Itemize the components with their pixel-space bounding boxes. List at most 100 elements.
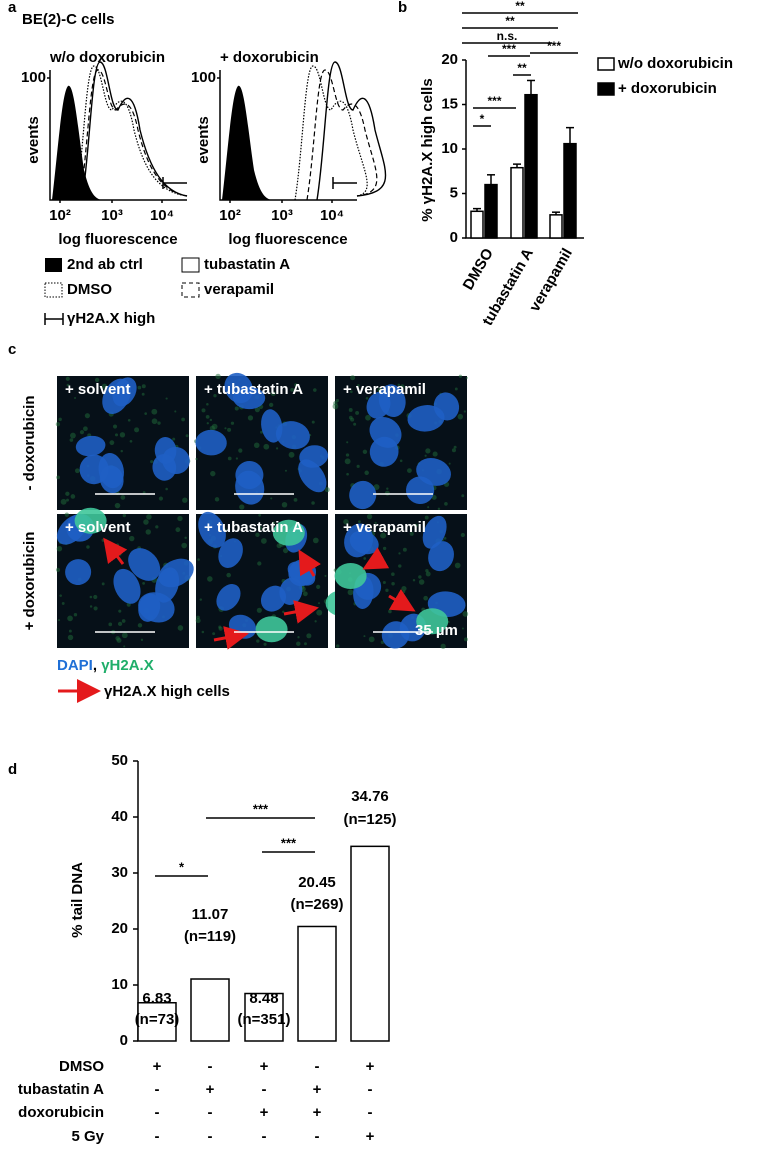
y-tick-label: 100: [191, 69, 216, 86]
green-speckle: [400, 384, 405, 389]
green-speckle: [141, 392, 145, 396]
green-speckle: [363, 635, 366, 638]
green-speckle: [137, 385, 142, 390]
green-speckle: [254, 407, 260, 413]
panel-label: + verapamil: [343, 381, 426, 398]
x-tick-label: 10⁴: [320, 207, 344, 224]
green-speckle: [56, 475, 61, 480]
y-tick-label: 15: [441, 95, 458, 112]
green-speckle: [398, 564, 402, 568]
green-speckle: [239, 504, 245, 510]
green-speckle: [141, 384, 146, 389]
green-speckle: [345, 453, 350, 457]
green-speckle: [56, 546, 63, 552]
green-speckle: [346, 472, 349, 476]
green-speckle: [275, 447, 279, 450]
x-tick-label: 10³: [101, 207, 123, 224]
bar: [524, 93, 538, 239]
green-speckle: [247, 415, 254, 421]
green-speckle: [263, 443, 270, 450]
green-speckle: [318, 602, 321, 605]
green-speckle: [324, 487, 330, 493]
panel-label: + verapamil: [343, 519, 426, 536]
green-speckle: [414, 523, 418, 528]
condition-mark: +: [366, 1128, 375, 1145]
nucleus: [198, 511, 226, 548]
green-speckle: [101, 383, 108, 390]
nucleus: [216, 584, 241, 611]
green-speckle: [425, 448, 431, 454]
bright-nucleus: [416, 608, 449, 635]
green-speckle: [382, 580, 386, 584]
panel-letter: a: [8, 0, 17, 16]
x-tick-label: DMSO: [460, 245, 497, 293]
green-speckle: [347, 589, 354, 596]
green-speckle: [115, 636, 120, 641]
legend-swatch: [44, 282, 63, 298]
green-speckle: [388, 529, 392, 533]
nucleus: [405, 476, 435, 505]
condition-mark: -: [155, 1104, 160, 1121]
green-speckle: [134, 427, 140, 433]
green-speckle: [117, 621, 123, 627]
nucleus: [154, 437, 177, 465]
significance-label: **: [505, 14, 515, 28]
panel-letter: c: [8, 341, 16, 358]
axes: [219, 70, 357, 201]
significance-label: n.s.: [497, 29, 518, 43]
green-speckle: [358, 520, 361, 524]
green-speckle: [418, 579, 425, 585]
green-speckle: [93, 594, 98, 600]
green-speckle: [129, 439, 133, 443]
green-speckle: [412, 579, 416, 582]
green-speckle: [402, 547, 407, 552]
green-speckle: [83, 426, 88, 432]
green-speckle: [270, 497, 273, 500]
green-speckle: [69, 438, 74, 442]
green-speckle: [297, 636, 300, 639]
green-speckle: [108, 622, 113, 627]
n-label: (n=269): [291, 896, 344, 913]
panel-title: BE(2)-C cells: [22, 11, 115, 28]
green-speckle: [165, 487, 168, 491]
green-speckle: [66, 498, 69, 502]
condition-mark: -: [315, 1128, 320, 1145]
histogram-verapamil: [79, 69, 188, 201]
bar: [137, 1002, 177, 1042]
green-speckle: [210, 470, 216, 477]
condition-mark: -: [262, 1081, 267, 1098]
green-speckle: [388, 609, 392, 614]
green-speckle: [120, 550, 123, 553]
histogram-tubastatin: [81, 61, 188, 201]
green-speckle: [174, 410, 177, 413]
green-speckle: [120, 495, 126, 500]
green-speckle: [461, 627, 464, 630]
legend-label: DMSO: [67, 281, 112, 298]
value-label: 8.48: [249, 990, 278, 1007]
significance-label: ***: [253, 801, 269, 816]
green-speckle: [235, 457, 239, 460]
legend-swatch: [597, 82, 615, 96]
green-speckle: [144, 412, 148, 415]
condition-mark: -: [155, 1128, 160, 1145]
arrow: [298, 549, 321, 577]
green-speckle: [256, 607, 262, 613]
green-speckle: [74, 468, 80, 474]
green-speckle: [336, 644, 340, 648]
green-speckle: [284, 469, 287, 472]
micrograph: [55, 507, 194, 648]
condition-mark: +: [260, 1104, 269, 1121]
green-speckle: [306, 633, 312, 639]
green-speckle: [60, 498, 67, 505]
x-axis-label: log fluorescence: [58, 231, 177, 248]
legend-label: verapamil: [204, 281, 274, 298]
green-speckle: [79, 430, 85, 435]
green-speckle: [463, 410, 466, 413]
green-speckle: [213, 394, 217, 398]
green-speckle: [335, 398, 339, 403]
green-speckle: [424, 454, 427, 457]
x-tick-label: 10³: [271, 207, 293, 224]
micrograph: [333, 513, 469, 649]
green-speckle: [65, 491, 70, 496]
y-tick-label: 40: [111, 808, 128, 825]
